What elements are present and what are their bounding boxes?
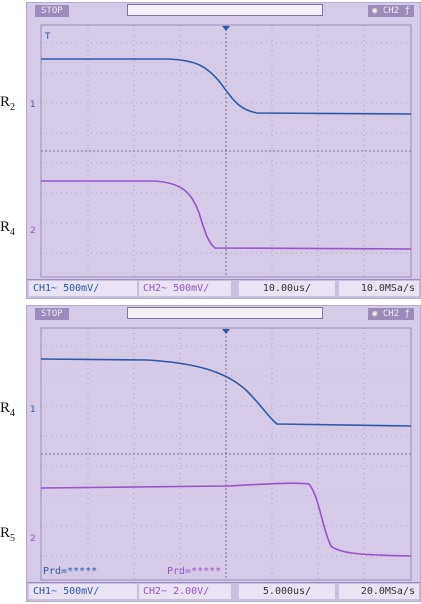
timebase[interactable]: 5.000us/	[239, 584, 335, 599]
label-upper-2: R4	[0, 400, 16, 419]
ch2-tag: ◉ CH2 ƒ	[368, 5, 414, 17]
trigger-position-bar[interactable]	[127, 307, 323, 319]
svg-text:1: 1	[30, 405, 36, 415]
oscilloscope-screen-1: STOP ◉ CH2 ƒ T	[26, 2, 421, 299]
sample-rate: 20.0MSa/s	[339, 584, 419, 599]
ch2-tag: ◉ CH2 ƒ	[368, 308, 414, 320]
ch2-scale[interactable]: CH2~ 2.00V/	[139, 584, 231, 599]
oscilloscope-screen-2: STOP ◉ CH2 ƒ 1 2	[26, 305, 421, 602]
status-bar-2: CH1~ 500mV/ CH2~ 2.00V/ 5.000us/ 20.0MSa…	[27, 582, 420, 601]
waveform-display-1: T 1 2	[30, 24, 412, 278]
sample-rate: 10.0MSa/s	[339, 281, 419, 296]
trigger-position-bar[interactable]	[127, 4, 323, 16]
waveform-display-2: 1 2	[30, 327, 412, 581]
ch2-scale[interactable]: CH2~ 500mV/	[139, 281, 231, 296]
timebase[interactable]: 10.00us/	[239, 281, 335, 296]
status-bar-1: CH1~ 500mV/ CH2~ 500mV/ 10.00us/ 10.0MSa…	[27, 279, 420, 298]
svg-text:2: 2	[30, 534, 36, 544]
label-lower-2: R5	[0, 525, 16, 544]
label-lower-1: R4	[0, 219, 16, 238]
ch1-period: Prd=*****	[43, 566, 98, 577]
stop-indicator: STOP	[35, 5, 69, 17]
ch1-scale[interactable]: CH1~ 500mV/	[29, 584, 137, 599]
ch2-period: Prd=*****	[167, 566, 222, 577]
label-upper-1: R2	[0, 94, 16, 113]
svg-text:1: 1	[30, 100, 36, 110]
svg-text:T: T	[44, 32, 51, 42]
ch1-scale[interactable]: CH1~ 500mV/	[29, 281, 137, 296]
stop-indicator: STOP	[35, 308, 69, 320]
svg-text:2: 2	[30, 226, 36, 236]
